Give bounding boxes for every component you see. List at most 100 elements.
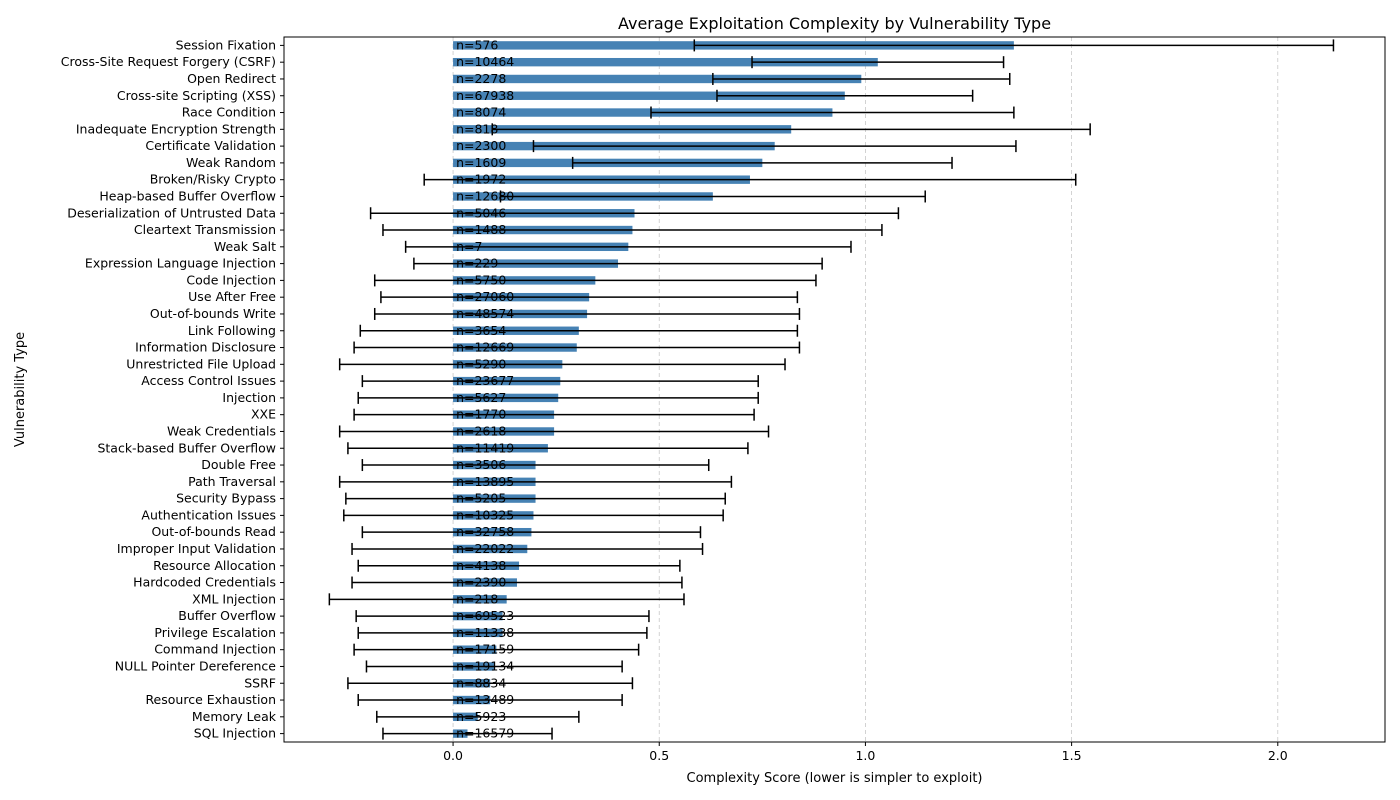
y-tick-label: Use After Free [188,289,276,304]
x-tick-label: 2.0 [1268,748,1288,763]
x-tick-label: 1.5 [1062,748,1082,763]
count-label: n=13489 [456,692,514,707]
y-axis-ticks: Session Fixation Cross-Site Request Forge… [61,37,284,741]
y-tick-label: Cleartext Transmission [134,222,276,237]
error-bars [328,39,1335,740]
y-tick-label: SSRF [244,675,276,690]
count-label: n=4138 [456,558,506,573]
y-tick-label: Security Bypass [176,491,276,506]
count-label: n=5923 [456,709,506,724]
count-label: n=17159 [456,642,514,657]
y-tick-label: Code Injection [186,272,276,287]
count-label: n=8834 [456,675,506,690]
bar [453,108,833,117]
y-tick-label: Improper Input Validation [117,541,276,556]
y-tick-label: Information Disclosure [135,340,276,355]
y-axis-label: Vulnerability Type [13,332,28,447]
count-label: n=32758 [456,524,514,539]
count-label: n=5205 [456,491,506,506]
y-tick-label: Out-of-bounds Write [150,306,276,321]
count-label: n=13895 [456,474,514,489]
count-label: n=218 [456,591,498,606]
count-label: n=229 [456,256,498,271]
y-tick-label: Resource Exhaustion [145,692,276,707]
count-label: n=16579 [456,726,514,741]
y-tick-label: XXE [251,407,276,422]
y-tick-label: Open Redirect [187,71,276,86]
count-label: n=3654 [456,323,506,338]
y-tick-label: Weak Salt [214,239,276,254]
count-label: n=1609 [456,155,506,170]
y-tick-label: Injection [222,390,276,405]
bar [453,57,878,67]
y-tick-label: Expression Language Injection [85,256,276,271]
count-label: n=2390 [456,575,506,590]
y-tick-label: Weak Random [186,155,276,170]
y-tick-label: Hardcoded Credentials [133,575,276,590]
y-tick-label: Race Condition [182,105,276,120]
plot-frame [283,36,1386,743]
y-tick-label: Stack-based Buffer Overflow [97,440,276,455]
y-tick-label: Privilege Escalation [154,625,276,640]
count-label: n=22022 [456,541,514,556]
gridlines [452,37,1279,742]
count-label: n=69523 [456,608,514,623]
count-label: n=1770 [456,407,506,422]
count-label: n=12669 [456,340,514,355]
y-tick-label: Unrestricted File Upload [126,356,276,371]
count-label: n=23677 [456,373,514,388]
count-label: n=818 [456,121,498,136]
y-tick-label: Authentication Issues [141,507,276,522]
count-label: n=27060 [456,289,514,304]
count-label: n=12680 [456,188,514,203]
count-label: n=576 [456,37,498,52]
count-label: n=67938 [456,88,514,103]
y-tick-label: NULL Pointer Dereference [115,658,277,673]
y-tick-label: Link Following [188,323,276,338]
count-label: n=11338 [456,625,514,640]
y-tick-label: Weak Credentials [167,423,276,438]
count-label: n=19134 [456,658,514,673]
chart-title: Average Exploitation Complexity by Vulne… [618,14,1051,33]
y-tick-label: XML Injection [192,591,276,606]
bar [453,91,845,100]
count-label: n=10325 [456,507,514,522]
y-tick-label: Cross-Site Request Forgery (CSRF) [61,54,276,69]
y-tick-label: Command Injection [154,642,276,657]
count-label: n=7 [456,239,482,254]
y-tick-label: Path Traversal [188,474,276,489]
count-label: n=11419 [456,440,514,455]
y-tick-label: Double Free [201,457,276,472]
count-label: n=2300 [456,138,506,153]
y-tick-label: Broken/Risky Crypto [150,172,276,187]
count-label: n=2278 [456,71,506,86]
count-label: n=5046 [456,205,506,220]
x-tick-label: 0.5 [649,748,669,763]
y-tick-label: Buffer Overflow [178,608,276,623]
y-tick-label: Heap-based Buffer Overflow [99,188,276,203]
count-label: n=1488 [456,222,506,237]
count-label: n=48574 [456,306,514,321]
count-label: n=10464 [456,54,514,69]
x-tick-label: 1.0 [855,748,875,763]
y-tick-label: Access Control Issues [141,373,276,388]
count-label: n=2618 [456,423,506,438]
y-tick-label: Certificate Validation [145,138,276,153]
count-label: n=3506 [456,457,506,472]
y-tick-label: Inadequate Encryption Strength [76,121,276,136]
count-label: n=5627 [456,390,506,405]
y-tick-label: Resource Allocation [153,558,276,573]
x-axis-ticks: 0.0 0.5 1.0 1.5 2.0 [443,742,1288,763]
count-label: n=1972 [456,172,506,187]
count-label: n=8074 [456,105,506,120]
x-axis-label: Complexity Score (lower is simpler to ex… [687,771,983,786]
bar [453,74,862,84]
x-tick-label: 0.0 [443,748,463,763]
y-tick-label: Session Fixation [176,37,276,52]
count-label: n=5750 [456,272,506,287]
count-label: n=5290 [456,356,506,371]
y-tick-label: Memory Leak [192,709,277,724]
